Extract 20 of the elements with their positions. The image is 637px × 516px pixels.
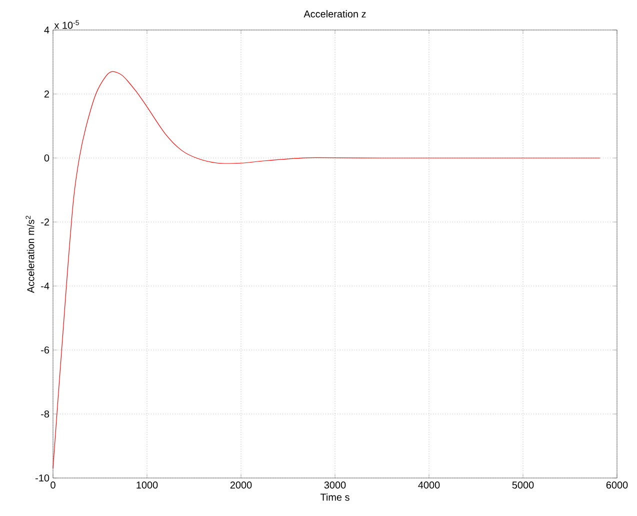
y-tick-label: 0 xyxy=(44,154,50,162)
y-tick-label: 4 xyxy=(44,26,50,34)
y-tick-label: -8 xyxy=(41,410,50,418)
y-tick-label: 2 xyxy=(44,90,49,98)
y-tick-label: -10 xyxy=(36,474,50,482)
x-tick-label: 1000 xyxy=(136,482,158,489)
chart-title: Acceleration z xyxy=(304,10,366,18)
x-tick-label: 5000 xyxy=(512,482,534,489)
x-axis-title: Time s xyxy=(320,493,350,501)
line-series xyxy=(52,71,600,469)
x-tick-label: 6000 xyxy=(606,482,628,489)
x-tick-label: 4000 xyxy=(418,482,440,489)
y-tick-label: -4 xyxy=(41,282,50,290)
y-tick-label: -6 xyxy=(41,346,50,354)
x-tick-label: 2000 xyxy=(230,482,252,489)
text: x 10$^{-5}$ xyxy=(54,20,79,29)
x-tick-label: 0 xyxy=(50,482,56,489)
y-axis-title: Acceleration m/s$^{2}$ xyxy=(26,216,34,293)
x-tick-label: 3000 xyxy=(324,482,346,489)
y-tick-label: -2 xyxy=(41,218,49,226)
